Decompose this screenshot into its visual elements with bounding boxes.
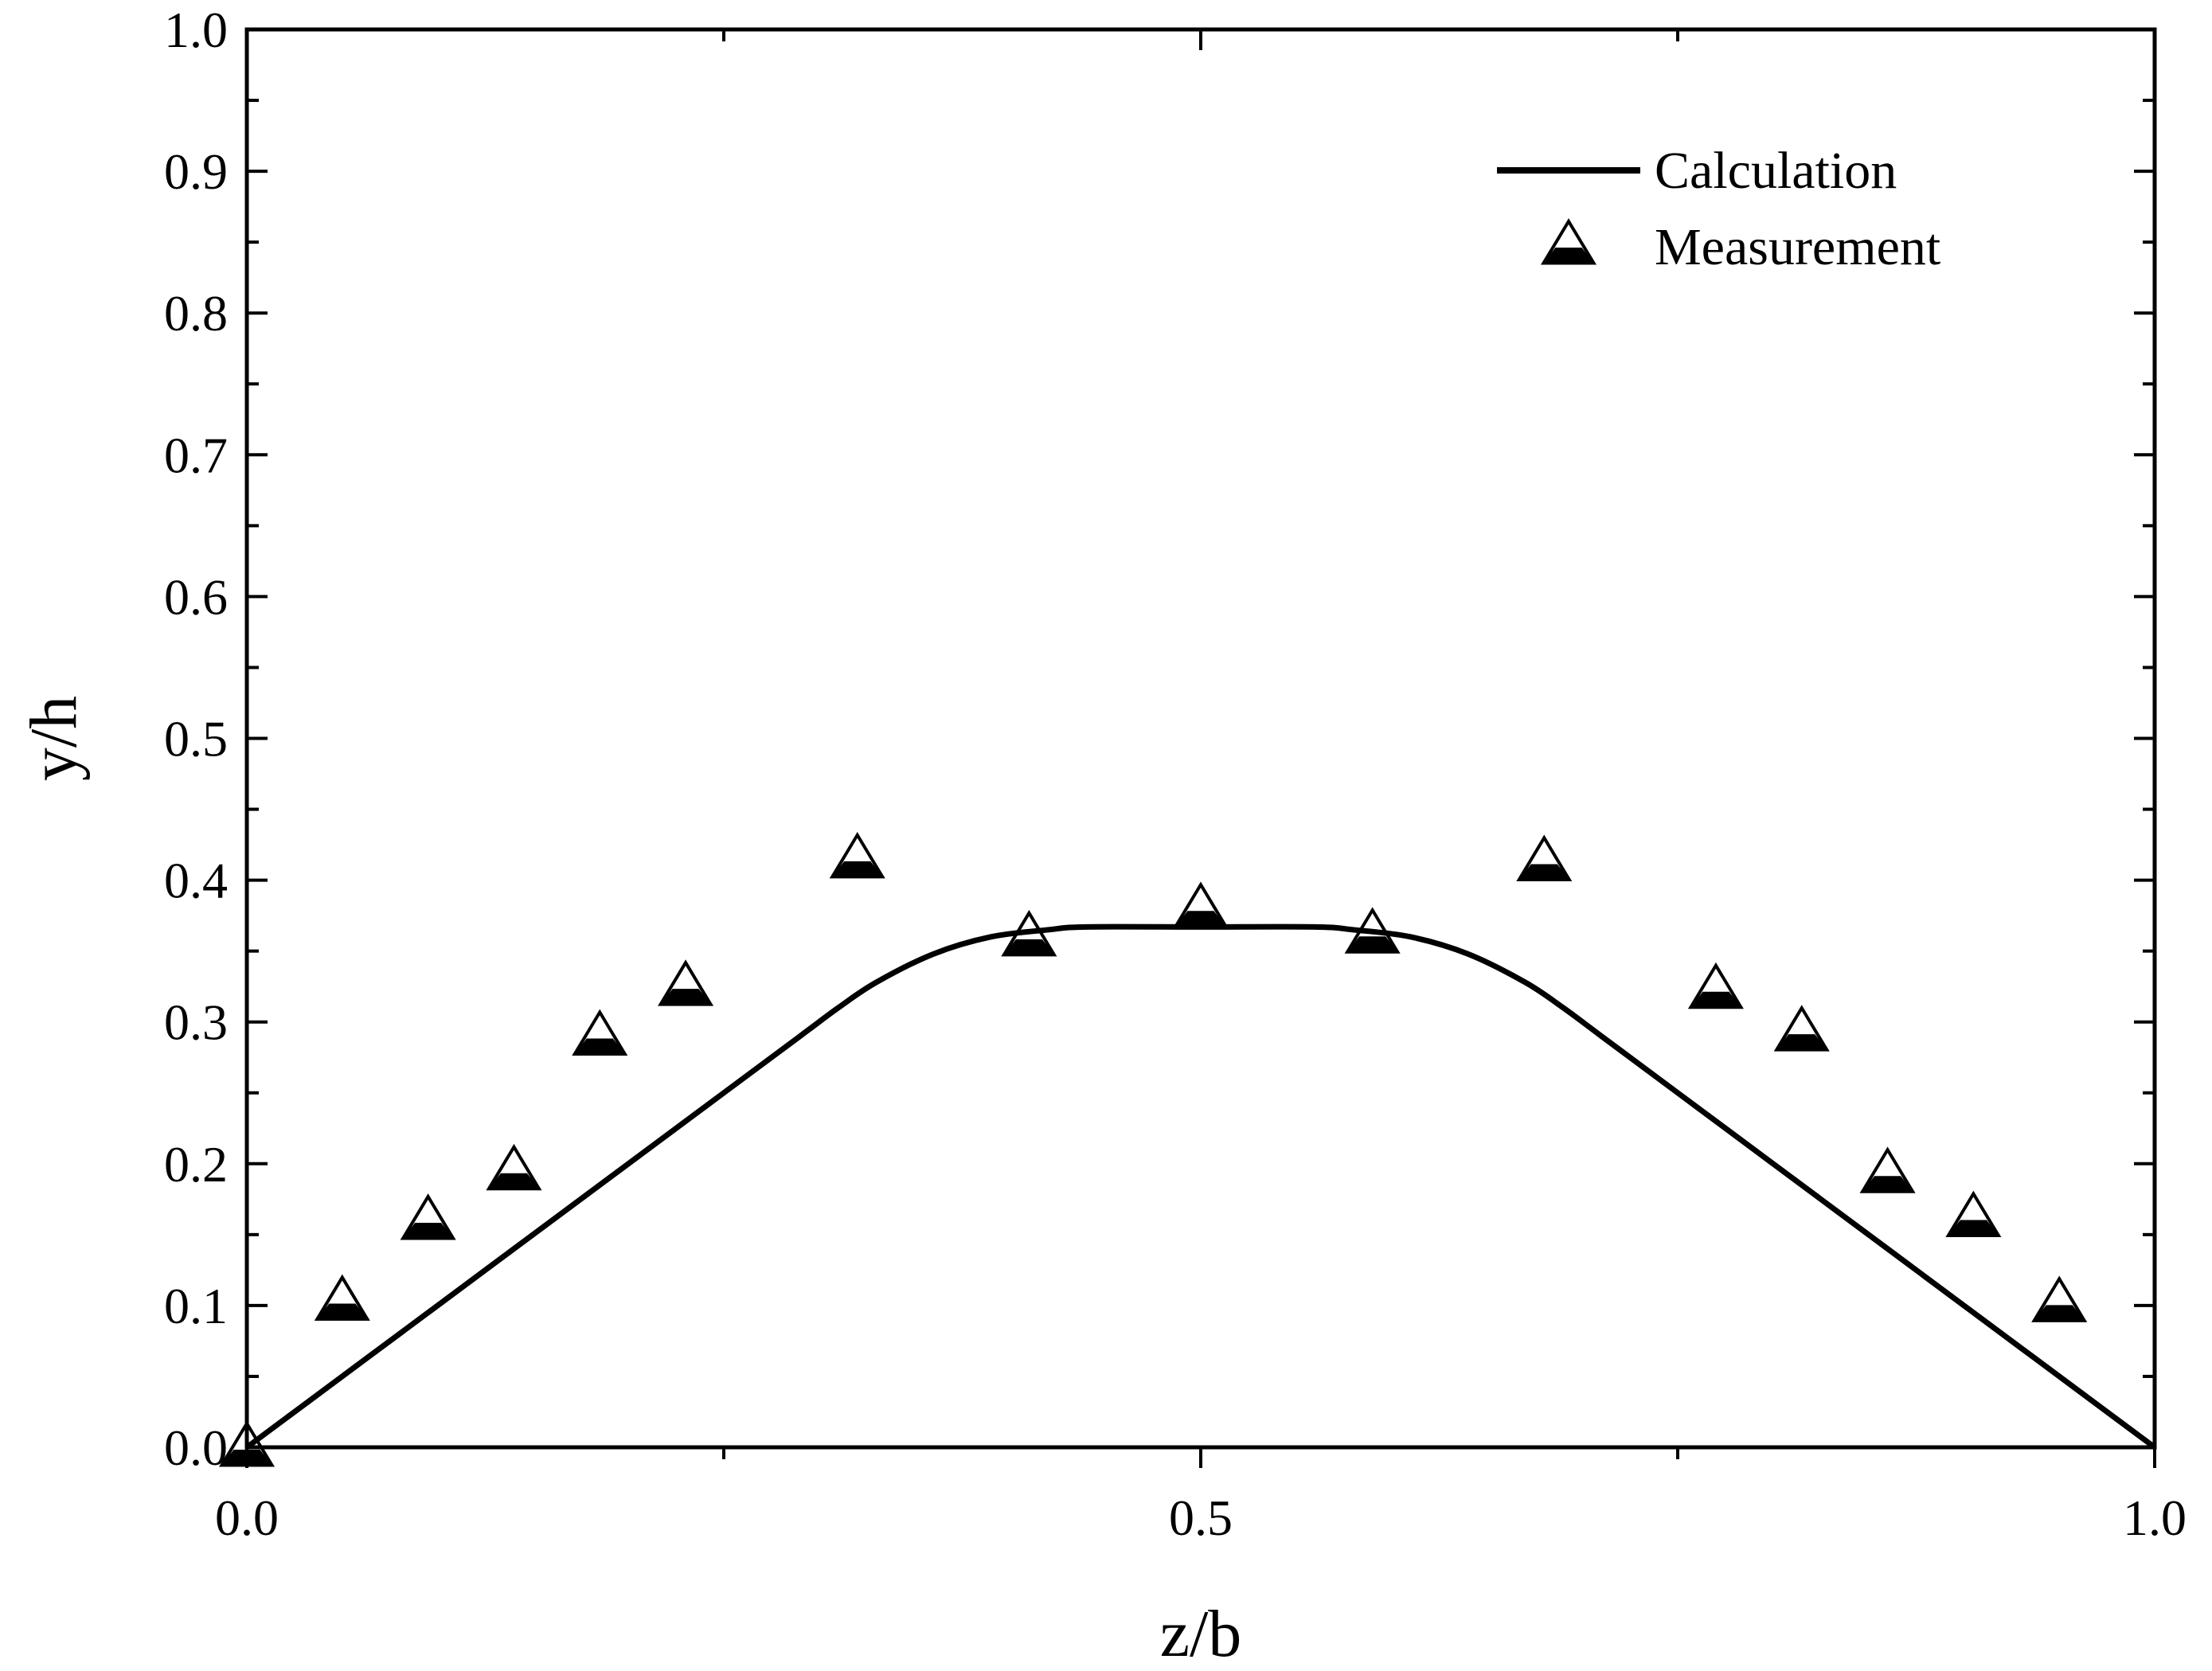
marker-outline (1001, 909, 1057, 957)
marker-fill (574, 1038, 625, 1055)
y-axis-title: y/h (17, 696, 91, 781)
marker-fill (2034, 1305, 2085, 1321)
legend: Calculation Measurement (1497, 142, 1940, 276)
marker-fill (317, 1303, 368, 1320)
y-tick-label: 0.1 (164, 1278, 228, 1334)
y-tick-label: 0.9 (164, 143, 228, 200)
marker-outline (486, 1143, 542, 1191)
marker-outline (1945, 1190, 2002, 1237)
y-tick-label: 0.8 (164, 285, 228, 342)
y-tick-label: 0.3 (164, 994, 228, 1051)
marker-outline (1516, 834, 1573, 881)
y-tick-label: 0.7 (164, 427, 228, 483)
tick-labels: 0.0 0.1 0.2 0.3 0.4 0.5 0.6 0.7 0.8 0.9 1.0 0.0 0.5 1… (164, 2, 2187, 1546)
data-point-measurement (1859, 1146, 1916, 1193)
legend-label-measurement: Measurement (1655, 218, 1940, 276)
marker-fill (1518, 864, 1569, 880)
axis-ticks (245, 28, 2156, 1468)
marker-fill (403, 1223, 454, 1239)
marker-outline (314, 1274, 370, 1322)
legend-marker-triangle (1540, 218, 1597, 265)
marker-outline (572, 1009, 628, 1056)
series-markers-measurement (218, 831, 2088, 1467)
legend-label-calculation: Calculation (1655, 142, 1897, 200)
marker-fill (221, 1450, 272, 1466)
marker-fill (1862, 1176, 1913, 1192)
data-point-measurement (1516, 834, 1573, 881)
data-point-measurement (218, 1420, 276, 1467)
y-tick-label: 0.0 (164, 1419, 228, 1476)
data-point-measurement (1344, 907, 1401, 954)
data-point-measurement (572, 1009, 628, 1056)
marker-outline (829, 831, 885, 879)
marker-outline (1687, 962, 1744, 1009)
data-point-measurement (658, 959, 714, 1006)
marker-outline (1773, 1005, 1830, 1052)
marker-outline (400, 1193, 456, 1240)
data-point-measurement (1172, 881, 1229, 928)
data-point-measurement (314, 1274, 370, 1322)
x-axis-title: z/b (1160, 1597, 1242, 1671)
marker-outline (2031, 1275, 2088, 1322)
y-tick-label: 0.6 (164, 568, 228, 625)
x-tick-label: 0.0 (215, 1489, 279, 1546)
x-tick-label: 0.5 (1169, 1489, 1233, 1546)
data-point-measurement (829, 831, 885, 879)
data-point-measurement (2031, 1275, 2088, 1322)
marker-fill (1003, 939, 1054, 955)
data-point-measurement (1945, 1190, 2002, 1237)
marker-fill (1543, 248, 1594, 264)
y-tick-label: 0.2 (164, 1136, 228, 1193)
data-point-measurement (486, 1143, 542, 1191)
marker-outline (1540, 218, 1597, 265)
marker-outline (1859, 1146, 1916, 1193)
data-point-measurement (1001, 909, 1057, 957)
marker-fill (1948, 1220, 1999, 1236)
y-tick-label: 1.0 (164, 2, 228, 58)
marker-fill (660, 989, 711, 1005)
y-tick-label: 0.4 (164, 853, 228, 909)
marker-fill (1690, 991, 1741, 1008)
marker-fill (832, 861, 883, 877)
marker-fill (488, 1173, 539, 1189)
y-tick-label: 0.5 (164, 711, 228, 767)
x-tick-label: 1.0 (2123, 1489, 2187, 1546)
data-point-measurement (400, 1193, 456, 1240)
data-point-measurement (1687, 962, 1744, 1009)
marker-fill (1175, 911, 1226, 927)
marker-outline (1344, 907, 1401, 954)
marker-outline (218, 1420, 276, 1467)
marker-outline (1172, 881, 1229, 928)
data-point-measurement (1773, 1005, 1830, 1052)
series-layer (218, 831, 2157, 1467)
marker-fill (1347, 936, 1398, 952)
marker-fill (1776, 1034, 1827, 1050)
marker-outline (658, 959, 714, 1006)
legend-marker-measurement (1540, 218, 1597, 265)
